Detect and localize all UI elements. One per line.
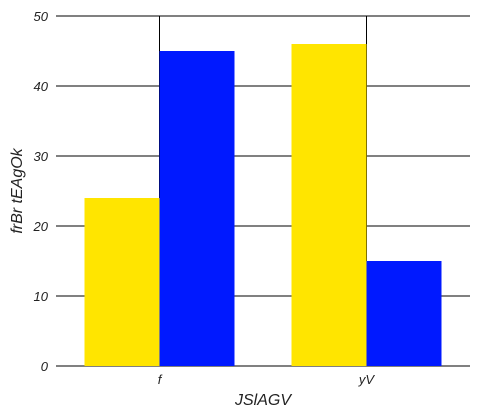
- bar: [84, 198, 160, 366]
- x-tick-labels: f yV: [158, 372, 376, 387]
- y-axis-label: frBr tEAgOk: [9, 147, 26, 233]
- y-tick-label: 20: [33, 219, 49, 234]
- bar: [291, 44, 367, 366]
- y-tick-labels: 0 10 20 30 40 50: [33, 9, 49, 374]
- y-tick-label: 0: [41, 359, 49, 374]
- y-tick-label: 10: [34, 289, 49, 304]
- y-tick-label: 40: [34, 79, 49, 94]
- y-tick-label: 30: [34, 149, 49, 164]
- bar: [159, 51, 235, 366]
- bars-layer: [84, 44, 442, 366]
- x-tick-label: f: [158, 372, 163, 387]
- x-tick-label: yV: [358, 372, 376, 387]
- y-tick-label: 50: [34, 9, 49, 24]
- bar: [366, 261, 442, 366]
- x-axis-label: JSlAGV: [234, 392, 292, 409]
